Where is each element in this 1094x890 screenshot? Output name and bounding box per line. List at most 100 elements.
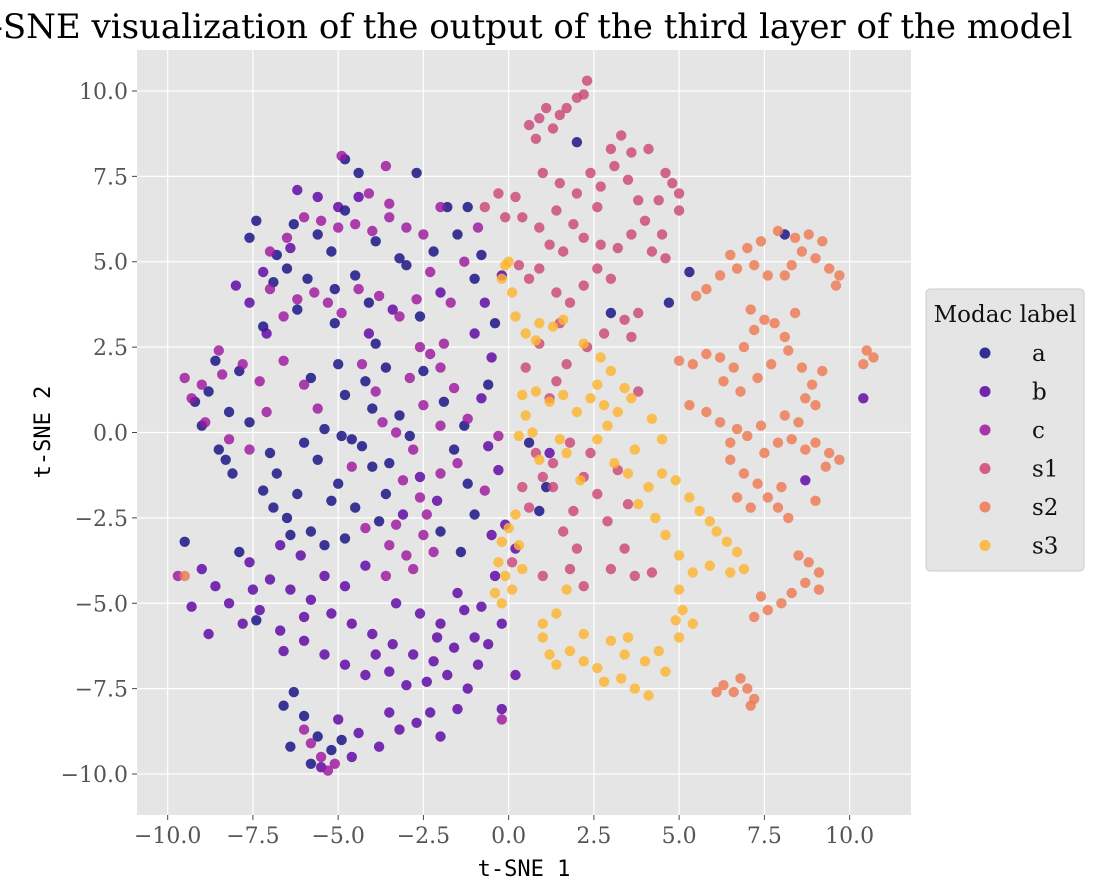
point-c <box>384 198 395 209</box>
point-b <box>425 707 436 718</box>
point-s1 <box>578 581 589 592</box>
point-a <box>418 365 429 377</box>
point-c <box>428 546 439 558</box>
point-b <box>319 570 330 582</box>
point-s1 <box>547 458 559 469</box>
point-a <box>305 758 317 769</box>
point-s2 <box>755 591 767 602</box>
point-c <box>298 379 310 390</box>
point-s2 <box>725 437 736 448</box>
legend-marker-s1 <box>979 463 991 474</box>
point-s2 <box>769 318 780 329</box>
point-b <box>452 587 463 599</box>
point-a <box>476 249 487 261</box>
point-s1 <box>667 178 678 189</box>
point-a <box>251 615 262 626</box>
point-b <box>408 649 419 660</box>
point-b <box>285 242 296 254</box>
point-s1 <box>626 147 637 158</box>
point-a <box>339 389 351 401</box>
point-b <box>397 509 409 520</box>
point-s1 <box>605 563 617 575</box>
point-s1 <box>558 246 569 257</box>
point-b <box>435 287 446 298</box>
point-s1 <box>656 229 668 240</box>
point-b <box>370 649 381 660</box>
point-c <box>397 475 409 486</box>
point-c <box>390 519 402 530</box>
point-c <box>425 266 436 278</box>
point-s2 <box>793 550 804 561</box>
point-b <box>258 266 269 278</box>
point-s3 <box>506 584 518 595</box>
point-a <box>244 417 255 428</box>
point-c <box>401 222 412 233</box>
point-a <box>213 444 224 455</box>
point-s1 <box>581 75 593 86</box>
point-s2 <box>738 341 750 353</box>
point-s2 <box>735 673 746 684</box>
point-b <box>346 618 357 629</box>
x-axis-label: t-SNE 1 <box>478 857 571 882</box>
legend-marker-s2 <box>979 501 991 513</box>
point-s3 <box>547 321 559 332</box>
point-s1 <box>568 505 579 517</box>
point-s3 <box>564 645 576 657</box>
series-s2 <box>179 225 879 711</box>
point-s3 <box>612 406 623 418</box>
legend-label-s1: s1 <box>1032 457 1058 483</box>
point-s1 <box>653 195 664 206</box>
series-b <box>186 184 869 773</box>
point-a <box>210 355 221 366</box>
point-s1 <box>564 297 576 308</box>
x-tick-label: 5.0 <box>662 824 697 849</box>
point-s2 <box>745 700 756 711</box>
point-b <box>431 632 443 643</box>
point-a <box>469 509 480 520</box>
point-c <box>380 570 392 582</box>
point-s3 <box>527 427 538 438</box>
point-a <box>462 201 473 213</box>
point-s3 <box>650 512 661 524</box>
point-b <box>326 608 337 619</box>
point-b <box>295 550 306 561</box>
point-s2 <box>786 587 797 599</box>
point-c <box>418 400 429 411</box>
point-s2 <box>725 249 736 261</box>
point-c <box>237 359 248 370</box>
point-s2 <box>762 492 773 503</box>
point-a <box>326 246 337 257</box>
point-a <box>305 526 317 537</box>
point-s3 <box>561 584 572 595</box>
point-s3 <box>561 447 572 459</box>
point-b <box>394 724 405 735</box>
point-s1 <box>517 212 528 223</box>
point-c <box>459 256 470 267</box>
point-c <box>401 550 412 561</box>
point-s2 <box>725 454 736 465</box>
point-c <box>186 393 197 404</box>
point-b <box>367 628 378 640</box>
point-b <box>312 191 323 203</box>
point-s2 <box>714 352 726 363</box>
point-a <box>411 167 422 179</box>
point-s3 <box>643 690 654 701</box>
point-s1 <box>537 167 548 179</box>
point-s3 <box>622 632 634 643</box>
point-c <box>213 345 224 356</box>
point-a <box>339 533 351 544</box>
point-s1 <box>639 215 651 226</box>
point-s2 <box>745 502 756 513</box>
point-s1 <box>564 437 576 448</box>
point-s2 <box>806 379 818 390</box>
point-s3 <box>513 540 525 551</box>
x-tick-label: −7.5 <box>226 824 279 849</box>
point-c <box>377 417 388 428</box>
point-b <box>431 495 443 506</box>
point-s3 <box>551 659 562 670</box>
point-b <box>319 649 330 660</box>
y-tick-label: 2.5 <box>93 336 128 361</box>
point-s3 <box>660 666 671 677</box>
point-s1 <box>592 488 603 500</box>
point-c <box>435 420 446 431</box>
